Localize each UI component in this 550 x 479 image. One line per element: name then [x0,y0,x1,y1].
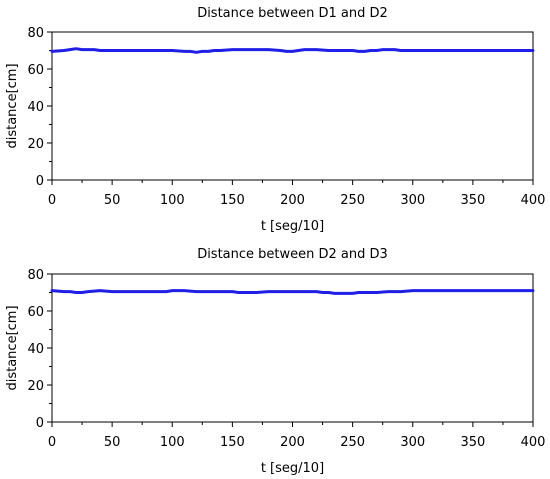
series-line [50,47,535,54]
x-tick-label: 150 [220,435,245,450]
y-tick-label: 0 [36,174,44,189]
x-tick-label: 350 [460,435,485,450]
y-tick-label: 60 [27,63,44,78]
x-tick-label: 100 [160,193,185,208]
y-tick-label: 20 [27,379,44,394]
x-axis-label: t [seg/10] [261,219,324,234]
chart-title: Distance between D1 and D2 [197,6,388,21]
plot-area [51,273,534,423]
chart-1: Distance between D1 and D20 50 100 150 200 25… [5,6,545,234]
chart-title: Distance between D2 and D3 [197,247,388,262]
x-tick-label: 200 [280,193,305,208]
x-tick-label: 0 [48,435,56,450]
x-tick-label: 250 [340,435,365,450]
y-axis-label: distance[cm] [5,63,20,148]
x-tick-label: 400 [521,435,546,450]
y-tick-label: 20 [27,137,44,152]
x-tick-label: 350 [460,193,485,208]
x-tick-label: 150 [220,193,245,208]
y-tick-label: 0 [36,416,44,431]
y-axis-label: distance[cm] [5,305,20,390]
x-axis-label: t [seg/10] [261,461,324,476]
x-tick-label: 300 [400,193,425,208]
x-tick-label: 0 [48,193,56,208]
y-tick-label: 80 [27,26,44,41]
x-tick-label: 50 [104,193,121,208]
plot-area [51,31,534,181]
chart-2: Distance between D2 and D30 50 100 150 200 25… [5,247,545,476]
series-line [50,289,535,295]
y-tick-label: 40 [27,100,44,115]
x-tick-label: 50 [104,435,121,450]
x-tick-label: 200 [280,435,305,450]
x-tick-label: 300 [400,435,425,450]
x-tick-label: 250 [340,193,365,208]
y-tick-label: 80 [27,268,44,283]
x-tick-label: 400 [521,193,546,208]
x-tick-label: 100 [160,435,185,450]
y-tick-label: 40 [27,342,44,357]
y-tick-label: 60 [27,305,44,320]
